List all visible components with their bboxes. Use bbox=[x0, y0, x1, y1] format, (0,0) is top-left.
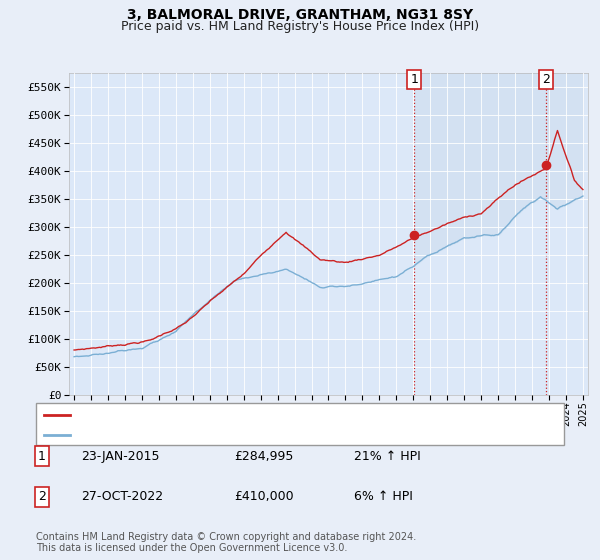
Text: 3, BALMORAL DRIVE, GRANTHAM, NG31 8SY: 3, BALMORAL DRIVE, GRANTHAM, NG31 8SY bbox=[127, 8, 473, 22]
Text: £284,995: £284,995 bbox=[234, 450, 293, 463]
Text: HPI: Average price, detached house, South Kesteven: HPI: Average price, detached house, Sout… bbox=[76, 428, 386, 442]
Text: 3, BALMORAL DRIVE, GRANTHAM, NG31 8SY (detached house): 3, BALMORAL DRIVE, GRANTHAM, NG31 8SY (d… bbox=[76, 408, 443, 422]
Text: 6% ↑ HPI: 6% ↑ HPI bbox=[354, 490, 413, 503]
Text: Contains HM Land Registry data © Crown copyright and database right 2024.
This d: Contains HM Land Registry data © Crown c… bbox=[36, 531, 416, 553]
Text: 1: 1 bbox=[38, 450, 46, 463]
Text: £410,000: £410,000 bbox=[234, 490, 293, 503]
Text: Price paid vs. HM Land Registry's House Price Index (HPI): Price paid vs. HM Land Registry's House … bbox=[121, 20, 479, 32]
Text: 2: 2 bbox=[38, 490, 46, 503]
FancyBboxPatch shape bbox=[36, 403, 564, 445]
Text: 27-OCT-2022: 27-OCT-2022 bbox=[81, 490, 163, 503]
Text: 2: 2 bbox=[542, 73, 550, 86]
Text: 1: 1 bbox=[410, 73, 418, 86]
Text: 23-JAN-2015: 23-JAN-2015 bbox=[81, 450, 160, 463]
Text: 21% ↑ HPI: 21% ↑ HPI bbox=[354, 450, 421, 463]
